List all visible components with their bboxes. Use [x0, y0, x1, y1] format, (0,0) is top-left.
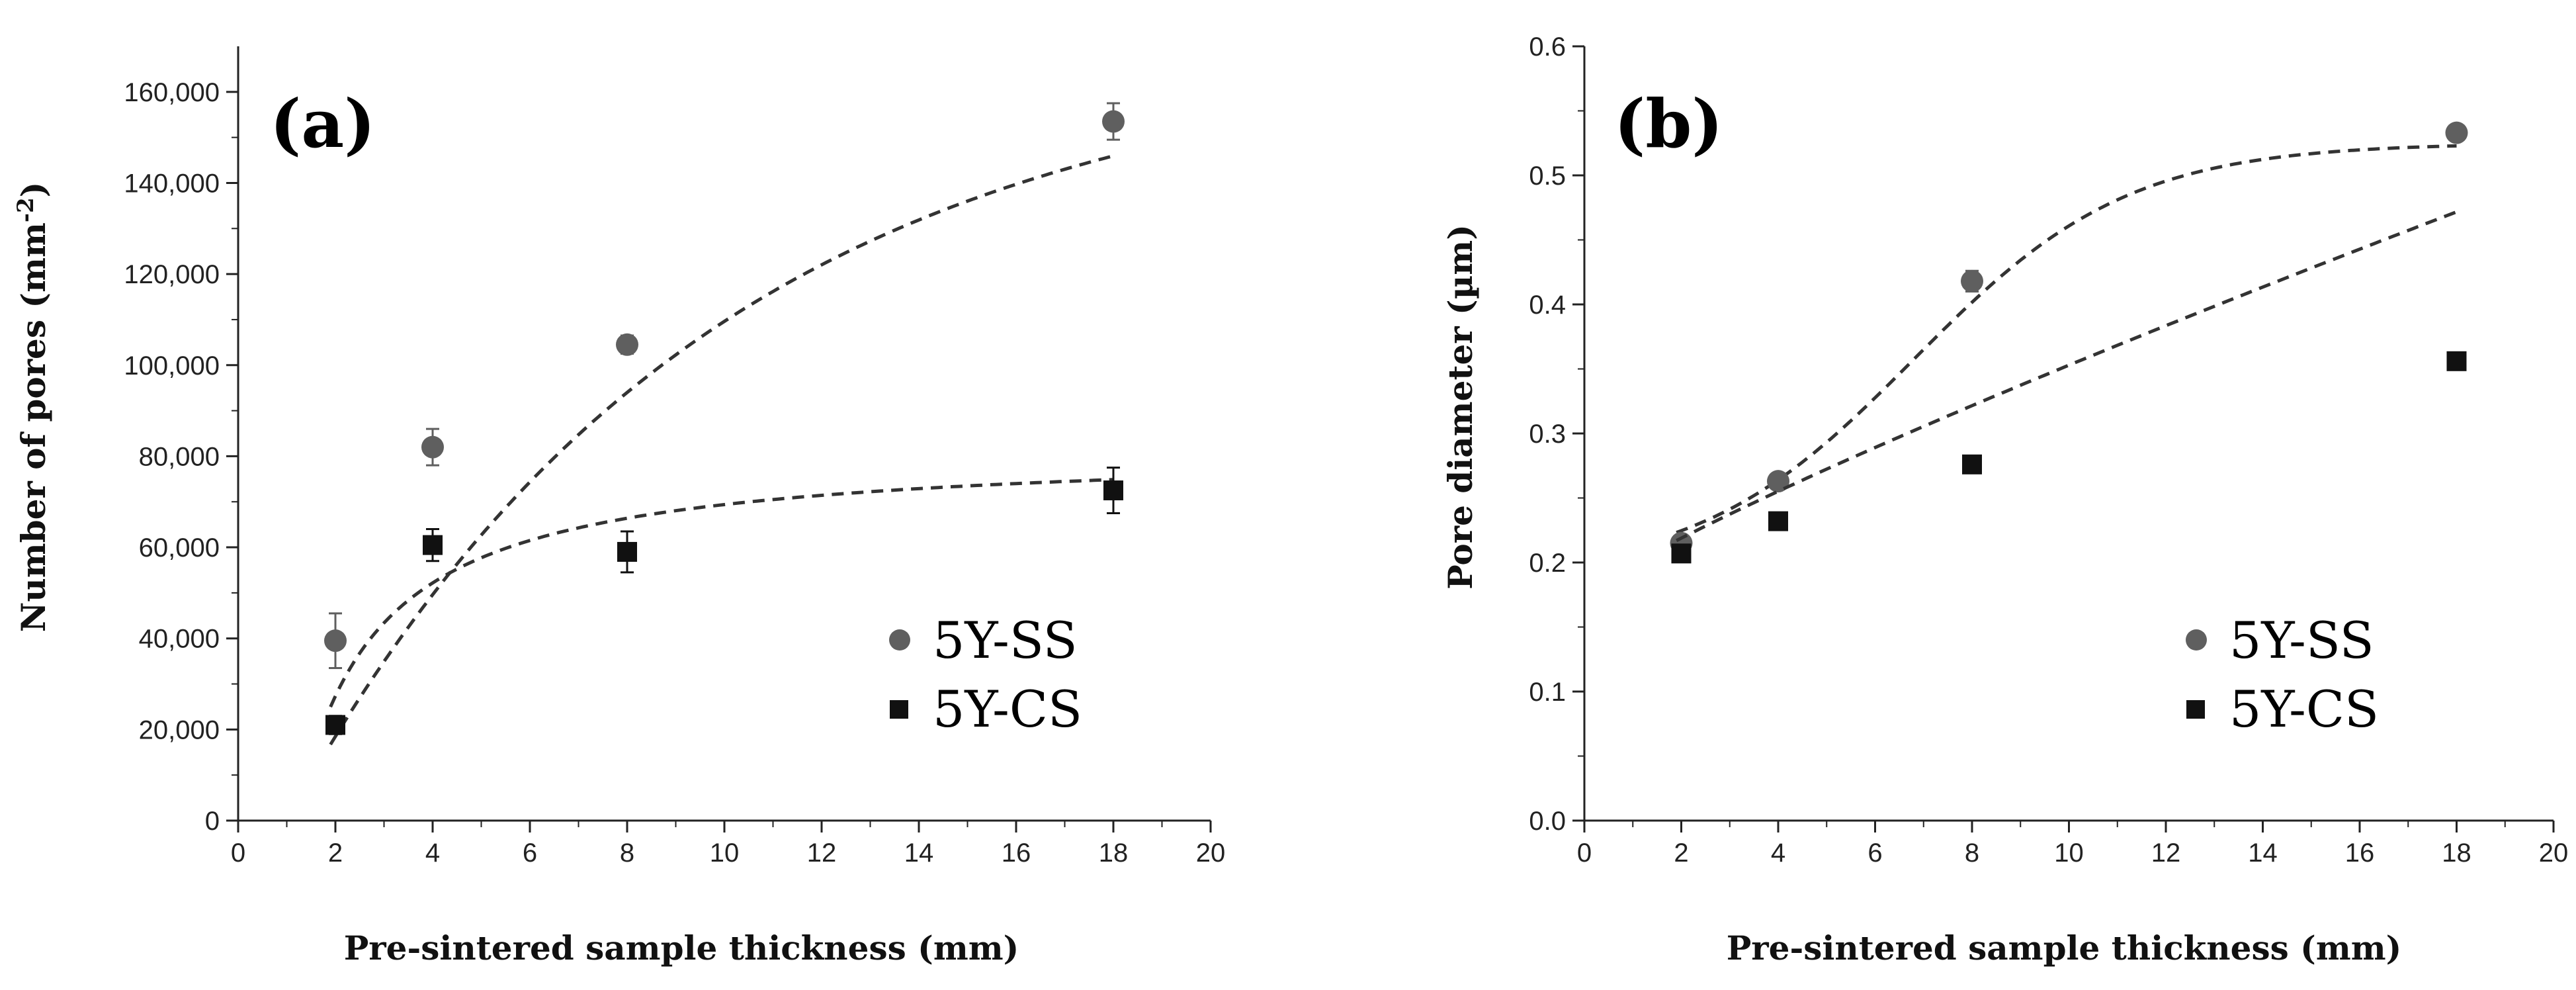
panel-b-legend-marker-5y-cs [2186, 700, 2205, 719]
panel-a-label: (a) [270, 85, 375, 163]
panel-b-legend-marker-5y-ss [2186, 629, 2207, 651]
panel-a-y-tick-label: 0 [205, 807, 220, 836]
panel-a-legend-label-5y-ss: 5Y-SS [933, 611, 1078, 670]
panel-a-fit-line-5y-cs [329, 478, 1114, 708]
panel-b-x-tick-label: 20 [2539, 838, 2569, 868]
panel-b-y-axis-label: Pore diameter (µm) [1441, 224, 1480, 590]
panel-b-legend-label-5y-cs: 5Y-CS [2229, 680, 2379, 739]
panel-b-x-tick-label: 18 [2442, 838, 2471, 868]
panel-a-y-tick-label: 60,000 [139, 533, 220, 562]
panel-b-fit-line-5y-cs [1676, 210, 2458, 543]
panel-a-x-tick-label: 12 [807, 838, 837, 868]
panel-a-legend-marker-5y-cs [890, 700, 908, 719]
panel-b-point-5y-cs [1768, 511, 1788, 531]
panel-a-y-axis-label: Number of pores (mm-2) [13, 182, 53, 633]
panel-b-x-tick-label: 12 [2151, 838, 2181, 868]
panel-a-y-tick-label: 100,000 [124, 351, 220, 381]
panel-a-legend-label-5y-cs: 5Y-CS [933, 680, 1082, 739]
panel-a-point-5y-cs [325, 715, 345, 735]
panel-a-x-axis-label: Pre-sintered sample thickness (mm) [344, 928, 1019, 968]
panel-a-x-tick-label: 18 [1099, 838, 1129, 868]
panel-a-x-tick-label: 6 [523, 838, 537, 868]
panel-a-y-tick-label: 140,000 [124, 169, 220, 198]
panel-b-x-tick-label: 2 [1674, 838, 1688, 868]
panel-a-x-tick-label: 0 [231, 838, 245, 868]
panel-b-point-5y-cs [1671, 543, 1692, 564]
panel-a-x-tick-label: 16 [1002, 838, 1031, 868]
panel-a-point-5y-cs [1103, 480, 1123, 501]
panel-b-x-tick-label: 8 [1965, 838, 1979, 868]
panel-a-point-5y-ss [1102, 110, 1125, 133]
panel-b-x-tick-label: 14 [2248, 838, 2278, 868]
panel-b-point-5y-ss [1961, 269, 1983, 292]
panel-a-grid: 0 2 4 6 8 10 12 14 16 18 20 0 20,000 40,000 60,000 80,0… [124, 46, 1225, 868]
panel-a-point-5y-cs [617, 541, 637, 562]
panel-a-x-tick-label: 4 [425, 838, 440, 868]
panel-a-y-axis-label-main: Number of pores (mm [14, 222, 53, 632]
panel-b-marks [1670, 121, 2468, 564]
panel-b-y-tick-label: 0.3 [1529, 420, 1566, 449]
panel-a: 0 2 4 6 8 10 12 14 16 18 20 0 20,000 40,000 60,000 80,0… [13, 46, 1225, 968]
panel-b-y-tick-label: 0.5 [1529, 161, 1566, 191]
panel-a-y-axis-label-sup: -2 [13, 197, 39, 222]
panel-b-legend-label-5y-ss: 5Y-SS [2229, 611, 2374, 670]
panel-b-y-tick-label: 0.2 [1529, 549, 1566, 578]
panel-b-fit-line-5y-ss [1676, 144, 2457, 534]
panel-b-x-tick-label: 10 [2054, 838, 2084, 868]
panel-b: 0 2 4 6 8 10 12 14 16 18 20 0.0 0.1 0.2 0.3 0.4 0.5 0.6 (… [1441, 32, 2568, 968]
panel-a-y-axis-label-close: ) [14, 182, 53, 198]
panel-a-y-tick-label: 80,000 [139, 442, 220, 471]
panel-b-point-5y-cs [1962, 454, 1982, 474]
panel-b-y-tick-label: 0.0 [1529, 807, 1566, 836]
panel-b-legend: 5Y-SS 5Y-CS [2186, 611, 2379, 739]
panel-b-x-tick-label: 4 [1771, 838, 1785, 868]
panel-a-x-tick-label: 10 [710, 838, 740, 868]
panel-a-x-tick-label: 14 [904, 838, 934, 868]
panel-a-y-tick-label: 20,000 [139, 715, 220, 744]
panel-a-point-5y-ss [421, 435, 444, 459]
panel-a-point-5y-ss [324, 629, 347, 652]
panel-a-legend-marker-5y-ss [889, 629, 910, 651]
panel-a-fit-line-5y-ss [329, 154, 1114, 746]
panel-b-y-tick-label: 0.1 [1529, 678, 1566, 707]
panel-b-point-5y-ss [2445, 121, 2468, 144]
panel-a-point-5y-cs [423, 535, 443, 555]
panel-b-y-tick-label: 0.4 [1529, 291, 1566, 320]
panel-a-x-tick-label: 8 [620, 838, 634, 868]
panel-b-x-tick-label: 16 [2345, 838, 2375, 868]
panel-b-point-5y-ss [1767, 470, 1789, 493]
panel-a-marks [324, 102, 1125, 746]
panel-b-y-tick-label: 0.6 [1529, 32, 1566, 62]
panel-a-y-tick-label: 160,000 [124, 78, 220, 107]
panel-a-legend: 5Y-SS 5Y-CS [889, 611, 1082, 739]
panel-b-grid: 0 2 4 6 8 10 12 14 16 18 20 0.0 0.1 0.2 0.3 0.4 0.5 0.6 [1529, 32, 2568, 868]
panel-a-y-tick-label: 40,000 [139, 625, 220, 654]
panel-b-x-tick-label: 0 [1577, 838, 1592, 868]
panel-b-x-tick-label: 6 [1868, 838, 1882, 868]
panel-a-y-tick-label: 120,000 [124, 260, 220, 289]
panel-b-label: (b) [1614, 85, 1723, 163]
panel-a-point-5y-ss [616, 333, 638, 356]
panel-b-x-axis-label: Pre-sintered sample thickness (mm) [1727, 928, 2402, 968]
panel-b-point-5y-cs [2446, 351, 2467, 371]
panel-a-x-tick-label: 2 [328, 838, 343, 868]
panel-a-x-tick-label: 20 [1196, 838, 1226, 868]
